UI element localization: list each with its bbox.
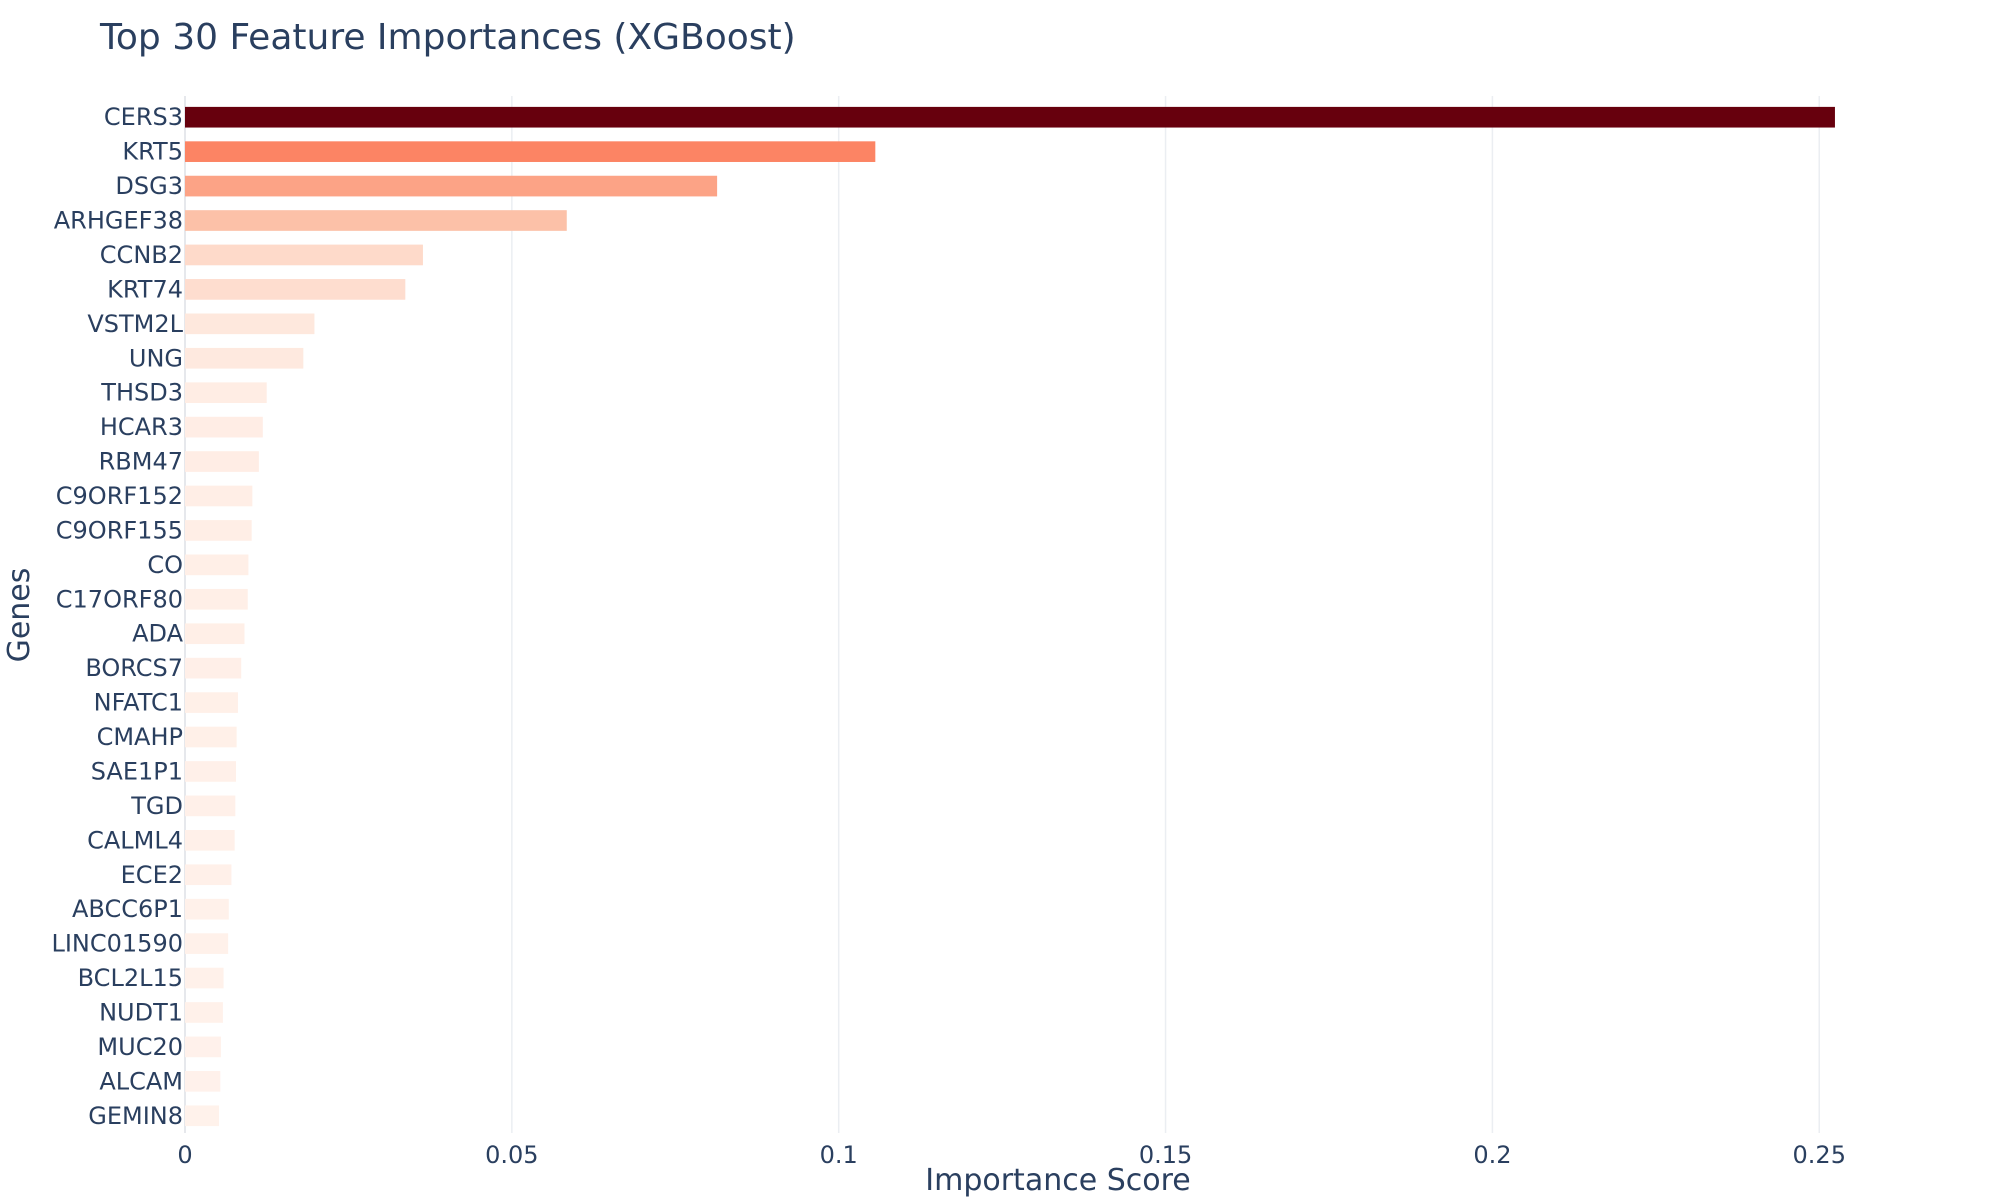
y-tick-label: SAE1P1 bbox=[91, 757, 183, 785]
bar-krt5 bbox=[185, 141, 876, 162]
bars bbox=[185, 106, 1835, 1127]
x-tick-label: 0.1 bbox=[820, 1141, 858, 1169]
y-tick-label: BORCS7 bbox=[85, 654, 183, 682]
y-axis-title: Genes bbox=[2, 568, 37, 663]
chart-title: Top 30 Feature Importances (XGBoost) bbox=[99, 17, 796, 58]
bar-rbm47 bbox=[185, 451, 259, 472]
bar-ccnb2 bbox=[185, 244, 423, 266]
y-tick-label: ARHGEF38 bbox=[54, 207, 183, 235]
y-tick-label: ALCAM bbox=[99, 1067, 183, 1095]
bar-c9orf152 bbox=[185, 485, 253, 507]
y-tick-label: MUC20 bbox=[97, 1033, 183, 1061]
y-tick-label: KRT5 bbox=[122, 138, 183, 166]
x-tick-label: 0.15 bbox=[1139, 1141, 1192, 1169]
bar-ung bbox=[185, 347, 304, 369]
bar-co bbox=[185, 554, 249, 576]
y-tick-label: CCNB2 bbox=[100, 241, 183, 269]
y-tick-label: TGD bbox=[130, 792, 183, 820]
bar-krt74 bbox=[185, 279, 406, 300]
y-tick-label: HCAR3 bbox=[100, 413, 183, 441]
x-axis-title: Importance Score bbox=[925, 1163, 1190, 1198]
x-gridlines bbox=[184, 96, 1821, 1133]
y-tick-label: CERS3 bbox=[104, 103, 183, 131]
bar-c9orf155 bbox=[185, 520, 252, 541]
y-tick-label: RBM47 bbox=[99, 448, 183, 476]
bar-borcs7 bbox=[185, 657, 242, 679]
y-tick-label: THSD3 bbox=[100, 379, 183, 407]
bar-nudt1 bbox=[185, 1002, 223, 1023]
bar-tgd bbox=[185, 795, 236, 817]
y-tick-label: GEMIN8 bbox=[88, 1102, 183, 1130]
bar-dsg3 bbox=[185, 175, 718, 197]
x-tick-labels: 0 0.05 0.1 0.15 0.2 0.25 bbox=[177, 1141, 1846, 1169]
y-tick-label: ECE2 bbox=[121, 861, 183, 889]
y-tick-label: UNG bbox=[129, 344, 183, 372]
bar-sae1p1 bbox=[185, 761, 236, 782]
bar-c17orf80 bbox=[185, 588, 248, 610]
bar-gemin8 bbox=[185, 1105, 219, 1127]
y-tick-label: DSG3 bbox=[115, 172, 183, 200]
y-tick-label: C9ORF155 bbox=[56, 516, 183, 544]
y-tick-label: KRT74 bbox=[107, 275, 183, 303]
y-tick-label: CO bbox=[147, 551, 183, 579]
y-tick-label: BCL2L15 bbox=[78, 964, 183, 992]
y-tick-label: C17ORF80 bbox=[56, 585, 183, 613]
y-tick-label: ABCC6P1 bbox=[72, 895, 183, 923]
x-tick-label: 0.25 bbox=[1793, 1141, 1846, 1169]
bar-ada bbox=[185, 623, 245, 645]
x-tick-label: 0.2 bbox=[1473, 1141, 1511, 1169]
bar-arhgef38 bbox=[185, 210, 567, 231]
bar-nfatc1 bbox=[185, 692, 238, 713]
bar-calml4 bbox=[185, 829, 235, 851]
bar-muc20 bbox=[185, 1036, 221, 1058]
bar-vstm2l bbox=[185, 313, 315, 335]
bar-cers3 bbox=[185, 106, 1835, 128]
bar-hcar3 bbox=[185, 416, 263, 438]
bar-alcam bbox=[185, 1071, 221, 1092]
bar-cmahp bbox=[185, 726, 237, 748]
y-tick-label: C9ORF152 bbox=[56, 482, 183, 510]
y-tick-label: CALML4 bbox=[87, 826, 183, 854]
bar-thsd3 bbox=[185, 382, 267, 404]
bar-ece2 bbox=[185, 864, 232, 886]
x-tick-label: 0 bbox=[177, 1141, 192, 1169]
x-tick-label: 0.05 bbox=[485, 1141, 538, 1169]
bar-bcl2l15 bbox=[185, 967, 224, 989]
bar-linc01590 bbox=[185, 933, 229, 954]
y-tick-label: NUDT1 bbox=[99, 998, 183, 1026]
y-tick-label: NFATC1 bbox=[94, 689, 183, 717]
y-tick-label: LINC01590 bbox=[51, 930, 183, 958]
y-tick-label: ADA bbox=[132, 620, 183, 648]
y-tick-label: CMAHP bbox=[97, 723, 183, 751]
bar-abcc6p1 bbox=[185, 898, 229, 920]
y-tick-label: VSTM2L bbox=[87, 310, 183, 338]
y-tick-labels: CERS3 KRT5 DSG3 ARHGEF38 CCNB2 KRT74 VSTM2L UNG… bbox=[51, 103, 183, 1130]
